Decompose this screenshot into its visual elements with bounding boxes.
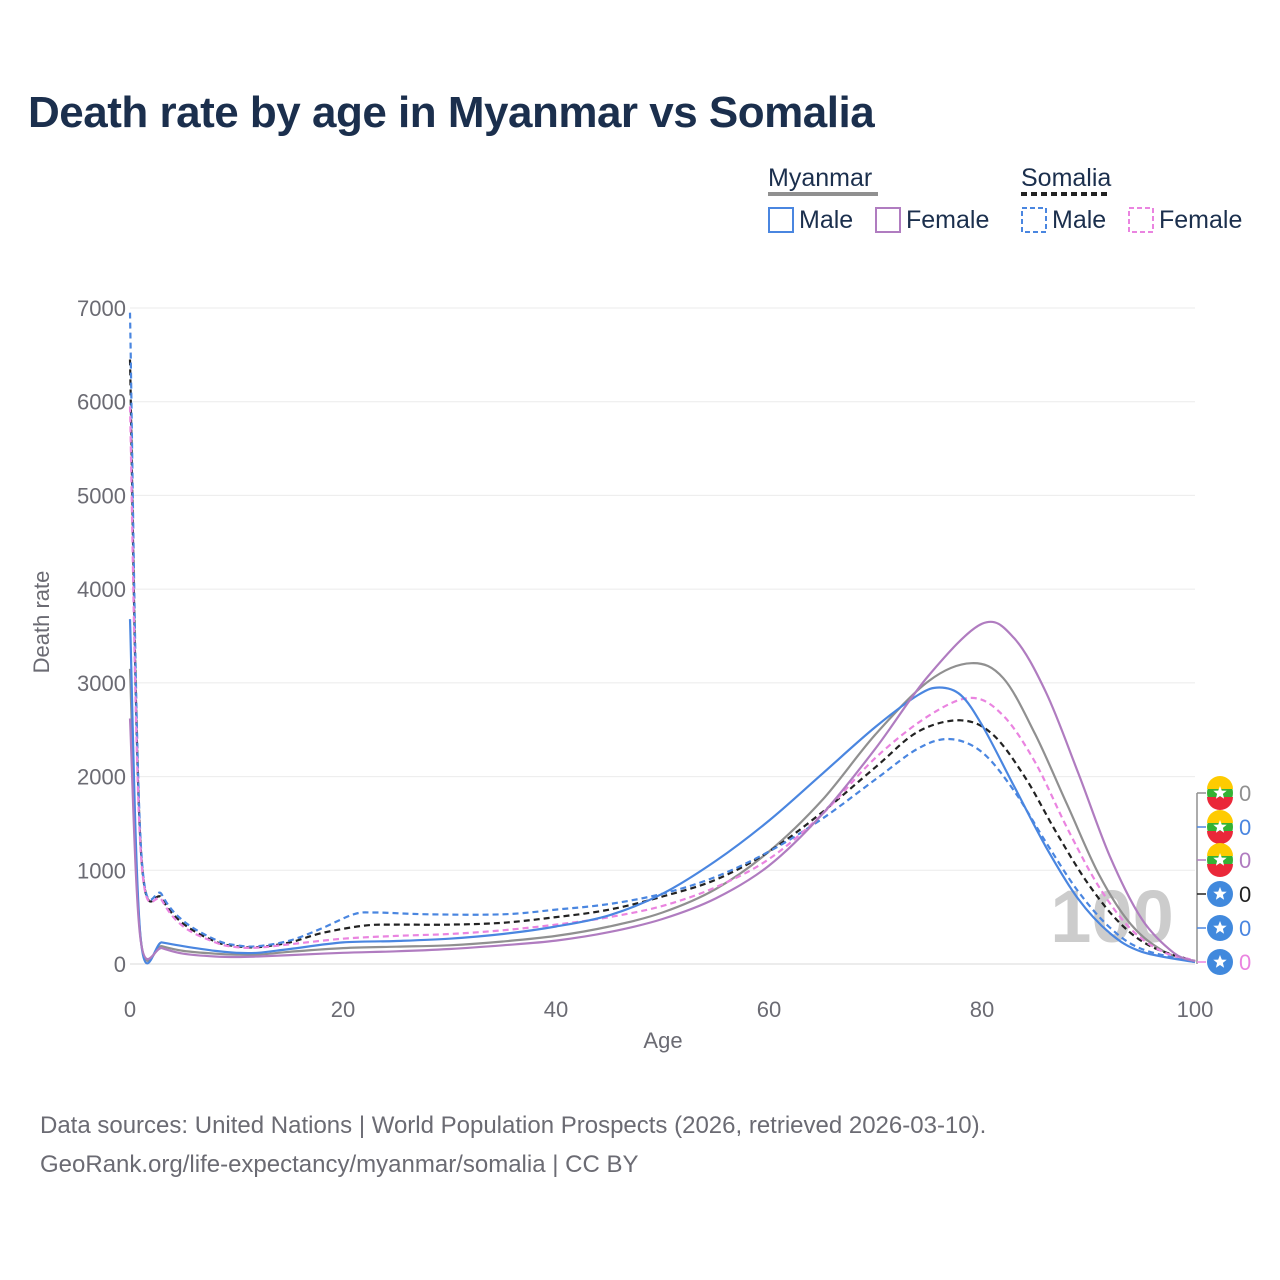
flag-star-icon <box>1213 955 1227 968</box>
legend-swatch-myanmar-male <box>768 207 794 233</box>
series-lines <box>128 312 1196 965</box>
end-markers: 0 0 0 0 0 0 <box>1196 776 1251 975</box>
data-source-note: Data sources: United Nations | World Pop… <box>40 1106 986 1184</box>
x-tick-label: 40 <box>544 997 568 1022</box>
y-tick-label: 4000 <box>77 577 126 602</box>
x-tick-label: 0 <box>124 997 136 1022</box>
end-value-somalia: 0 <box>1239 882 1251 907</box>
series-line-somalia <box>128 359 1196 963</box>
x-tick-label: 20 <box>331 997 355 1022</box>
legend-group-myanmar: Myanmar <box>768 164 872 192</box>
flag-band-icon <box>1207 776 1233 789</box>
y-axis-label: Death rate <box>29 571 54 674</box>
x-axis-label: Age <box>643 1028 682 1053</box>
flag-band-icon <box>1207 864 1233 877</box>
y-axis-ticks: 0 1000 2000 3000 4000 5000 6000 7000 <box>77 296 126 977</box>
y-tick-label: 1000 <box>77 858 126 883</box>
legend-group-somalia: Somalia <box>1021 164 1111 192</box>
flag-star-icon <box>1213 887 1227 900</box>
flag-band-icon <box>1207 797 1233 810</box>
flag-band-icon <box>1207 831 1233 844</box>
gridlines <box>130 307 1195 965</box>
flag-star-icon <box>1213 786 1227 799</box>
legend-label-myanmar-female: Female <box>906 206 989 234</box>
x-axis-ticks: 0 20 40 60 80 100 <box>124 997 1213 1022</box>
legend-label-somalia-male: Male <box>1052 206 1106 234</box>
source-url-line[interactable]: GeoRank.org/life-expectancy/myanmar/soma… <box>40 1151 639 1178</box>
y-tick-label: 7000 <box>77 296 126 321</box>
flag-band-icon <box>1207 810 1233 823</box>
legend-label-myanmar-male: Male <box>799 206 853 234</box>
flag-band-icon <box>1207 843 1233 856</box>
end-value-somalia-female: 0 <box>1239 950 1251 975</box>
y-tick-label: 3000 <box>77 671 126 696</box>
series-line-myanmar-male <box>128 619 1196 965</box>
flag-star-icon <box>1213 853 1227 866</box>
x-tick-label: 100 <box>1177 997 1214 1022</box>
x-tick-label: 80 <box>970 997 994 1022</box>
end-value-myanmar: 0 <box>1239 781 1251 806</box>
end-value-myanmar-female: 0 <box>1239 848 1251 873</box>
legend: Myanmar Male Female Somalia Male Female <box>768 164 1242 234</box>
series-line-myanmar-female <box>128 620 1196 963</box>
legend-label-somalia-female: Female <box>1159 206 1242 234</box>
flag-star-icon <box>1213 921 1227 934</box>
y-tick-label: 2000 <box>77 765 126 790</box>
source-line: Data sources: United Nations | World Pop… <box>40 1112 987 1139</box>
y-tick-label: 6000 <box>77 390 126 415</box>
series-line-somalia-female <box>128 406 1196 962</box>
y-tick-label: 5000 <box>77 483 126 508</box>
series-line-myanmar <box>128 662 1196 964</box>
series-line-somalia-male <box>128 312 1196 964</box>
end-value-myanmar-male: 0 <box>1239 815 1251 840</box>
legend-swatch-somalia-female <box>1128 207 1154 233</box>
flag-star-icon <box>1213 820 1227 833</box>
x-tick-label: 60 <box>757 997 781 1022</box>
y-tick-label: 0 <box>114 952 126 977</box>
legend-swatch-myanmar-female <box>875 207 901 233</box>
chart-title: Death rate by age in Myanmar vs Somalia <box>28 88 875 137</box>
end-value-somalia-male: 0 <box>1239 916 1251 941</box>
legend-swatch-somalia-male <box>1021 207 1047 233</box>
